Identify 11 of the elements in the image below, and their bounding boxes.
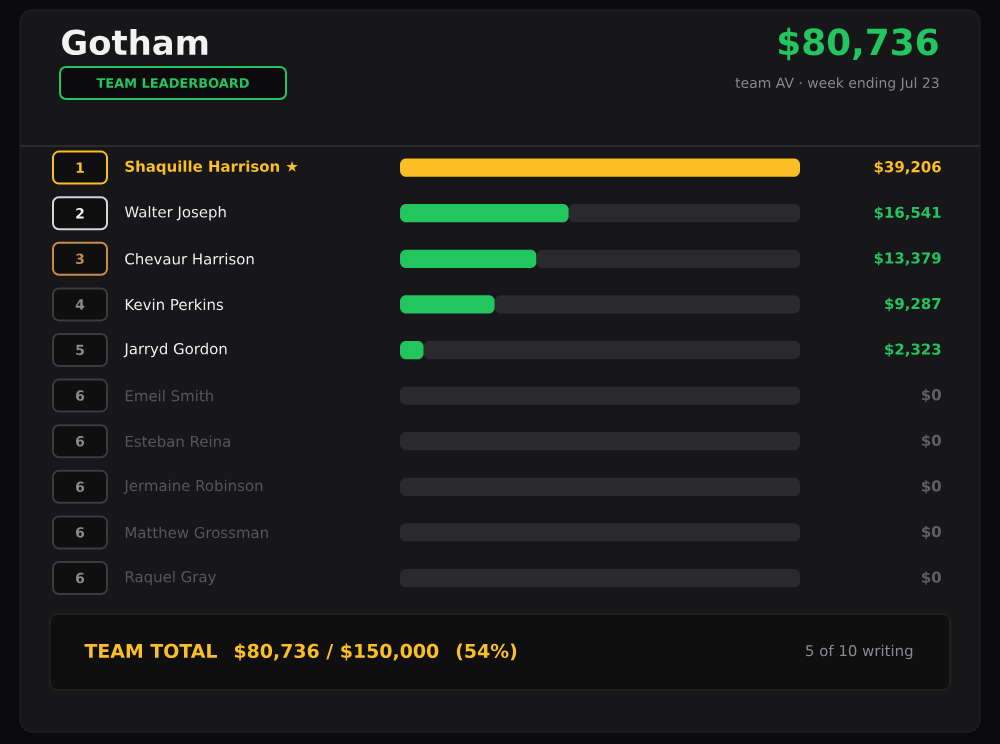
bar xyxy=(400,158,801,177)
bar xyxy=(400,295,495,314)
bar xyxy=(568,204,801,223)
bar xyxy=(536,249,801,268)
text: $80,736 xyxy=(779,27,938,61)
bar xyxy=(400,204,569,223)
bar xyxy=(423,340,801,360)
bar xyxy=(494,295,801,314)
chart-title: Gotham xyxy=(62,28,208,56)
text: TEAM TOTAL $80,736 / $150,000 (54%) xyxy=(84,643,517,661)
bar xyxy=(400,249,537,268)
